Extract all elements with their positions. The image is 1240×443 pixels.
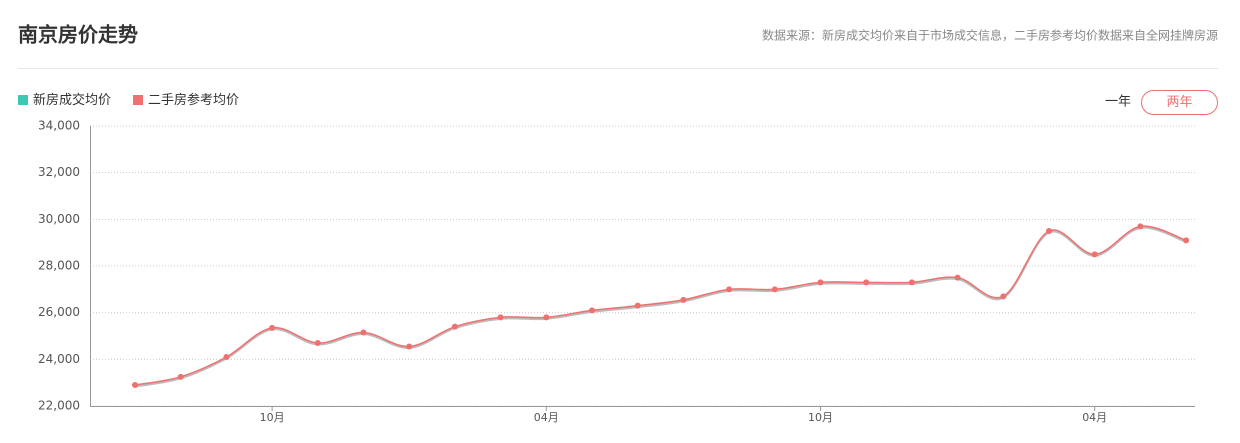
legend-swatch — [133, 95, 144, 105]
data-point — [360, 329, 367, 336]
data-point — [1046, 228, 1052, 234]
data-point — [954, 274, 961, 281]
title: 南京房价走势 — [18, 23, 138, 47]
line-shadow — [134, 226, 1187, 388]
data-point — [223, 354, 230, 360]
data-point — [771, 286, 778, 293]
data-point — [589, 307, 595, 314]
data-point — [314, 340, 321, 346]
y-tick-label: 24,000 — [38, 352, 80, 366]
data-point — [680, 296, 687, 303]
data-point — [269, 324, 276, 331]
x-tick-label: 04月 — [534, 411, 559, 424]
legend-label: 二手房参考均价 — [148, 92, 239, 108]
two-year-button[interactable] — [1141, 90, 1218, 115]
x-tick-label: 10月 — [260, 411, 285, 424]
data-point — [177, 373, 184, 380]
y-tick-label: 28,000 — [38, 259, 80, 273]
y-tick-label: 30,000 — [38, 212, 80, 226]
data-point — [634, 302, 641, 309]
x-tick-label: 10月 — [808, 411, 833, 424]
data-point — [497, 314, 504, 321]
source-note: 数据来源：新房成交均价来自于市场成交信息，二手房参考均价数据来自全网挂牌房源 — [762, 28, 1218, 43]
data-point — [1183, 237, 1190, 244]
data-point — [543, 314, 550, 321]
data-point — [1137, 223, 1144, 230]
data-point — [1000, 293, 1007, 300]
data-point — [451, 323, 458, 330]
y-tick-label: 34,000 — [38, 119, 80, 133]
data-point — [863, 279, 870, 286]
data-point — [406, 343, 413, 350]
two-year-label[interactable]: 两年 — [1166, 95, 1192, 110]
legend-label: 新房成交均价 — [33, 92, 111, 108]
one-year-button[interactable]: 一年 — [1105, 95, 1131, 110]
legend-swatch — [18, 95, 28, 105]
data-point — [908, 279, 915, 286]
x-tick-label: 04月 — [1082, 411, 1107, 424]
data-point — [1091, 251, 1098, 258]
y-tick-label: 22,000 — [38, 399, 80, 413]
data-point — [817, 279, 824, 286]
y-tick-label: 26,000 — [38, 305, 80, 319]
data-point — [726, 286, 733, 293]
y-tick-label: 32,000 — [38, 165, 80, 179]
legend: 新房成交均价 二手房参考均价 — [18, 92, 239, 108]
data-point — [132, 382, 138, 388]
